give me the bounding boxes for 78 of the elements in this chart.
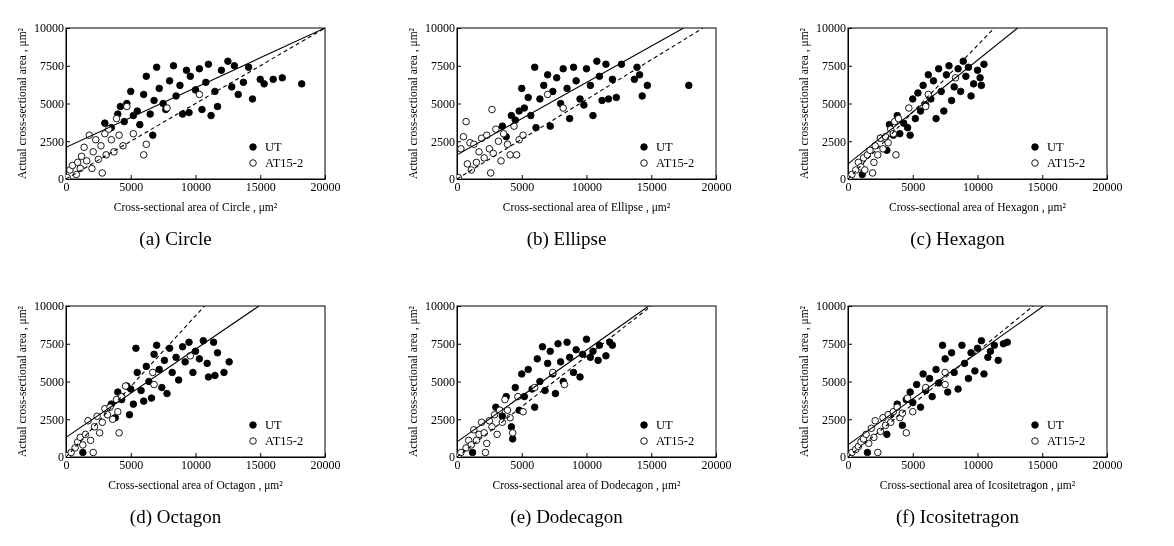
text: (e) Dodecagon <box>510 506 624 528</box>
x-tick-label: 20000 <box>310 179 341 194</box>
legend-label: AT15-2 <box>265 434 304 448</box>
y-tick-label: 10000 <box>425 21 455 36</box>
legend-label: AT15-2 <box>1047 156 1086 170</box>
y-axis-title: Actual cross-sectional area , μm² <box>407 27 420 180</box>
y-tick-label: 5000 <box>40 374 64 389</box>
x-tick-label: 15000 <box>636 457 667 472</box>
x-axis-title: Cross-sectional area of Dodecagon , μm² <box>492 479 681 492</box>
x-tick-label: 10000 <box>572 179 602 194</box>
legend-label: AT15-2 <box>656 434 695 448</box>
x-tick-label: 5000 <box>119 457 144 472</box>
y-tick-label: 7500 <box>40 59 64 74</box>
x-tick-label: 20000 <box>1092 179 1123 194</box>
legend-label: UT <box>1047 418 1065 432</box>
legend-label: AT15-2 <box>265 156 304 170</box>
legend-label: UT <box>265 418 283 432</box>
x-axis-title: Cross-sectional area of Octagon , μm² <box>108 479 284 492</box>
x-tick-label: 20000 <box>310 457 341 472</box>
y-tick-label: 10000 <box>816 21 846 36</box>
y-tick-label: 7500 <box>431 337 455 352</box>
y-axis-title: Actual cross-sectional area , μm² <box>16 305 29 458</box>
y-tick-label: 5000 <box>822 374 846 389</box>
x-tick-label: 10000 <box>181 457 211 472</box>
y-tick-label: 2500 <box>40 412 64 427</box>
y-tick-label: 2500 <box>431 412 455 427</box>
x-tick-label: 20000 <box>1092 457 1123 472</box>
y-tick-label: 10000 <box>816 299 846 314</box>
y-tick-label: 5000 <box>431 374 455 389</box>
y-tick-label: 2500 <box>431 134 455 149</box>
x-tick-label: 5000 <box>510 179 535 194</box>
x-axis-title: Cross-sectional area of Ellipse , μm² <box>502 201 671 214</box>
x-tick-label: 20000 <box>701 457 732 472</box>
y-tick-label: 2500 <box>822 412 846 427</box>
x-tick-label: 10000 <box>963 457 993 472</box>
x-tick-label: 5000 <box>901 457 926 472</box>
y-axis-title: Actual cross-sectional area , μm² <box>798 27 811 180</box>
y-axis-title: Actual cross-sectional area , μm² <box>16 27 29 180</box>
x-tick-label: 15000 <box>245 179 276 194</box>
x-tick-label: 10000 <box>963 179 993 194</box>
x-tick-label: 10000 <box>181 179 211 194</box>
legend-label: UT <box>656 140 674 154</box>
x-tick-label: 15000 <box>245 457 276 472</box>
y-tick-label: 10000 <box>34 21 64 36</box>
text: (c) Hexagon <box>910 228 1006 250</box>
legend-label: UT <box>265 140 283 154</box>
x-tick-label: 5000 <box>119 179 144 194</box>
legend-label: AT15-2 <box>656 156 695 170</box>
y-tick-label: 7500 <box>822 337 846 352</box>
y-tick-label: 10000 <box>425 299 455 314</box>
y-axis-title: Actual cross-sectional area , μm² <box>407 305 420 458</box>
text: (b) Ellipse <box>526 228 607 250</box>
x-tick-label: 15000 <box>636 179 667 194</box>
x-tick-label: 15000 <box>1027 179 1058 194</box>
legend-label: UT <box>656 418 674 432</box>
x-axis-title: Cross-sectional area of Circle , μm² <box>113 201 278 214</box>
y-tick-label: 7500 <box>822 59 846 74</box>
y-tick-label: 7500 <box>40 337 64 352</box>
y-tick-label: 2500 <box>822 134 846 149</box>
text: (d) Octagon <box>129 506 222 528</box>
x-tick-label: 15000 <box>1027 457 1058 472</box>
x-tick-label: 5000 <box>901 179 926 194</box>
text: (a) Circle <box>139 228 212 250</box>
y-tick-label: 5000 <box>431 96 455 111</box>
y-tick-label: 5000 <box>822 96 846 111</box>
y-axis-title: Actual cross-sectional area , μm² <box>798 305 811 458</box>
x-axis-title: Cross-sectional area of Icositetragon , μm² <box>879 479 1076 492</box>
legend-label: AT15-2 <box>1047 434 1086 448</box>
text: (f) Icositetragon <box>896 506 1020 528</box>
y-tick-label: 2500 <box>40 134 64 149</box>
y-tick-label: 10000 <box>34 299 64 314</box>
y-tick-label: 7500 <box>431 59 455 74</box>
x-axis-title: Cross-sectional area of Hexagon , μm² <box>889 201 1067 214</box>
y-tick-label: 5000 <box>40 96 64 111</box>
legend-label: UT <box>1047 140 1065 154</box>
x-tick-label: 5000 <box>510 457 535 472</box>
x-tick-label: 10000 <box>572 457 602 472</box>
x-tick-label: 20000 <box>701 179 732 194</box>
